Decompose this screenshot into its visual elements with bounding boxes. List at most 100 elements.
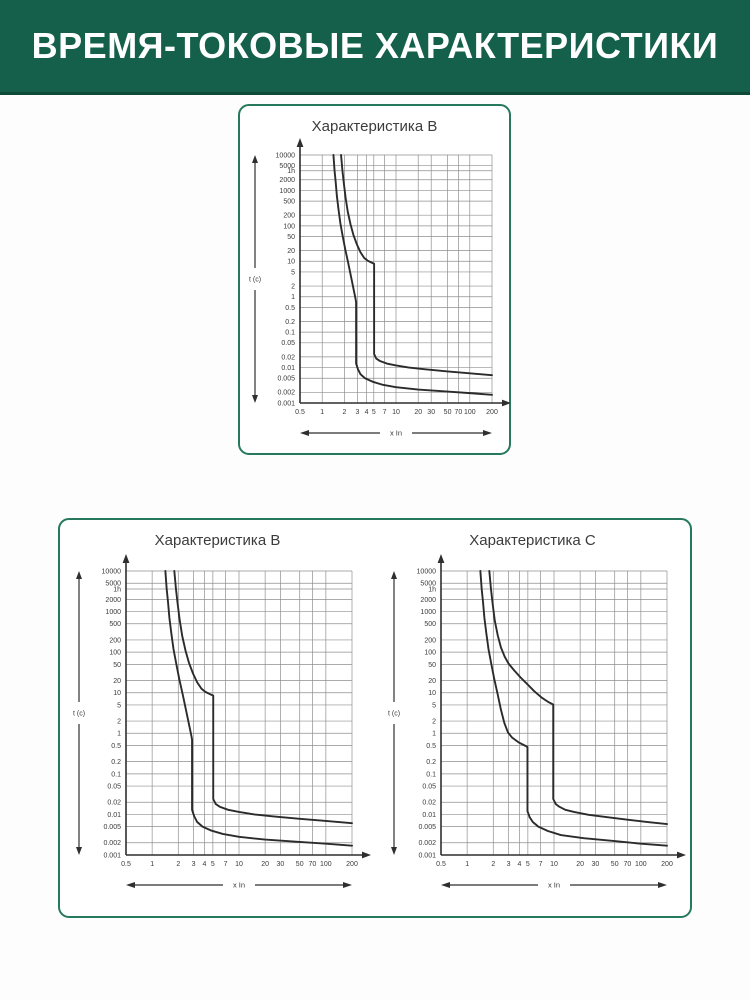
svg-text:50: 50 [287,234,295,241]
svg-text:1: 1 [117,731,121,738]
svg-text:0.002: 0.002 [418,840,436,847]
svg-text:20: 20 [261,861,269,868]
svg-text:3: 3 [355,409,359,416]
svg-text:0.005: 0.005 [277,376,295,383]
svg-text:500: 500 [283,198,295,205]
svg-text:70: 70 [454,409,462,416]
svg-text:5: 5 [210,861,214,868]
svg-text:3: 3 [506,861,510,868]
svg-text:200: 200 [283,213,295,220]
svg-text:0.005: 0.005 [103,824,121,831]
svg-text:x In: x In [547,881,559,890]
svg-text:2000: 2000 [105,597,121,604]
svg-text:50: 50 [113,662,121,669]
svg-text:0.02: 0.02 [422,800,436,807]
svg-text:20: 20 [287,248,295,255]
svg-text:0.02: 0.02 [281,354,295,361]
svg-text:0.5: 0.5 [436,861,446,868]
svg-text:20: 20 [113,678,121,685]
svg-text:0.2: 0.2 [111,759,121,766]
chart-column-b: Характеристика B 10000 5000 1h 2000 1000 500 2… [60,520,375,903]
page-title: ВРЕМЯ-ТОКОВЫЕ ХАРАКТЕРИСТИКИ [31,25,719,66]
svg-text:20: 20 [414,409,422,416]
svg-text:0.01: 0.01 [281,365,295,372]
svg-text:5: 5 [432,702,436,709]
chart-title-b-bottom: Характеристика B [154,532,281,549]
svg-text:200: 200 [346,861,358,868]
svg-text:2: 2 [491,861,495,868]
svg-text:3: 3 [191,861,195,868]
svg-text:5000: 5000 [420,581,436,588]
svg-text:70: 70 [623,861,631,868]
svg-text:1000: 1000 [279,188,295,195]
svg-text:2: 2 [117,718,121,725]
svg-text:10: 10 [428,690,436,697]
svg-text:0.01: 0.01 [422,812,436,819]
svg-text:5: 5 [117,702,121,709]
svg-text:30: 30 [591,861,599,868]
svg-text:100: 100 [424,650,436,657]
svg-text:1h: 1h [287,168,295,175]
svg-text:t (c): t (c) [387,711,399,718]
svg-text:50: 50 [428,662,436,669]
chart-title-b-top: Характеристика B [311,118,438,135]
svg-text:1: 1 [465,861,469,868]
svg-text:0.05: 0.05 [107,783,121,790]
svg-text:100: 100 [283,223,295,230]
card-characteristics-b-c: Характеристика B 10000 5000 1h 2000 1000 500 2… [58,518,692,918]
svg-text:1000: 1000 [420,609,436,616]
svg-text:30: 30 [427,409,435,416]
svg-text:70: 70 [308,861,316,868]
svg-text:4: 4 [202,861,206,868]
svg-text:0.05: 0.05 [281,340,295,347]
svg-text:t (c): t (c) [249,277,261,284]
svg-text:500: 500 [109,621,121,628]
svg-text:200: 200 [424,637,436,644]
svg-text:30: 30 [276,861,284,868]
svg-text:5: 5 [372,409,376,416]
svg-text:10: 10 [235,861,243,868]
header-banner: ВРЕМЯ-ТОКОВЫЕ ХАРАКТЕРИСТИКИ [0,0,750,95]
svg-text:100: 100 [635,861,647,868]
svg-text:0.02: 0.02 [107,800,121,807]
svg-text:5: 5 [291,269,295,276]
svg-text:4: 4 [365,409,369,416]
svg-text:2000: 2000 [279,177,295,184]
svg-text:0.002: 0.002 [277,390,295,397]
svg-text:20: 20 [576,861,584,868]
svg-text:1000: 1000 [105,609,121,616]
svg-text:2: 2 [176,861,180,868]
svg-text:2: 2 [432,718,436,725]
svg-text:7: 7 [383,409,387,416]
svg-text:0.5: 0.5 [295,409,305,416]
svg-text:0.5: 0.5 [111,743,121,750]
svg-text:10: 10 [550,861,558,868]
svg-text:50: 50 [295,861,303,868]
svg-text:t (c): t (c) [72,711,84,718]
svg-text:2: 2 [342,409,346,416]
chart-title-c-bottom: Характеристика C [469,532,596,549]
svg-text:10: 10 [287,259,295,266]
svg-text:1h: 1h [113,586,121,593]
svg-text:10000: 10000 [416,568,436,575]
svg-text:0.1: 0.1 [111,771,121,778]
svg-text:5000: 5000 [105,581,121,588]
svg-text:0.5: 0.5 [121,861,131,868]
chart-column-c: Характеристика C 10000 5000 1h 2000 1000 500 2… [375,520,690,903]
svg-text:0.001: 0.001 [277,400,295,407]
svg-text:5000: 5000 [279,163,295,170]
svg-text:200: 200 [661,861,673,868]
svg-text:1: 1 [291,294,295,301]
svg-text:1h: 1h [428,586,436,593]
svg-text:50: 50 [610,861,618,868]
svg-text:1: 1 [320,409,324,416]
svg-text:7: 7 [223,861,227,868]
svg-text:0.2: 0.2 [285,319,295,326]
svg-text:100: 100 [464,409,476,416]
svg-text:x In: x In [232,881,244,890]
svg-text:0.1: 0.1 [285,330,295,337]
svg-text:0.1: 0.1 [426,771,436,778]
svg-text:1: 1 [432,731,436,738]
svg-text:200: 200 [486,409,498,416]
